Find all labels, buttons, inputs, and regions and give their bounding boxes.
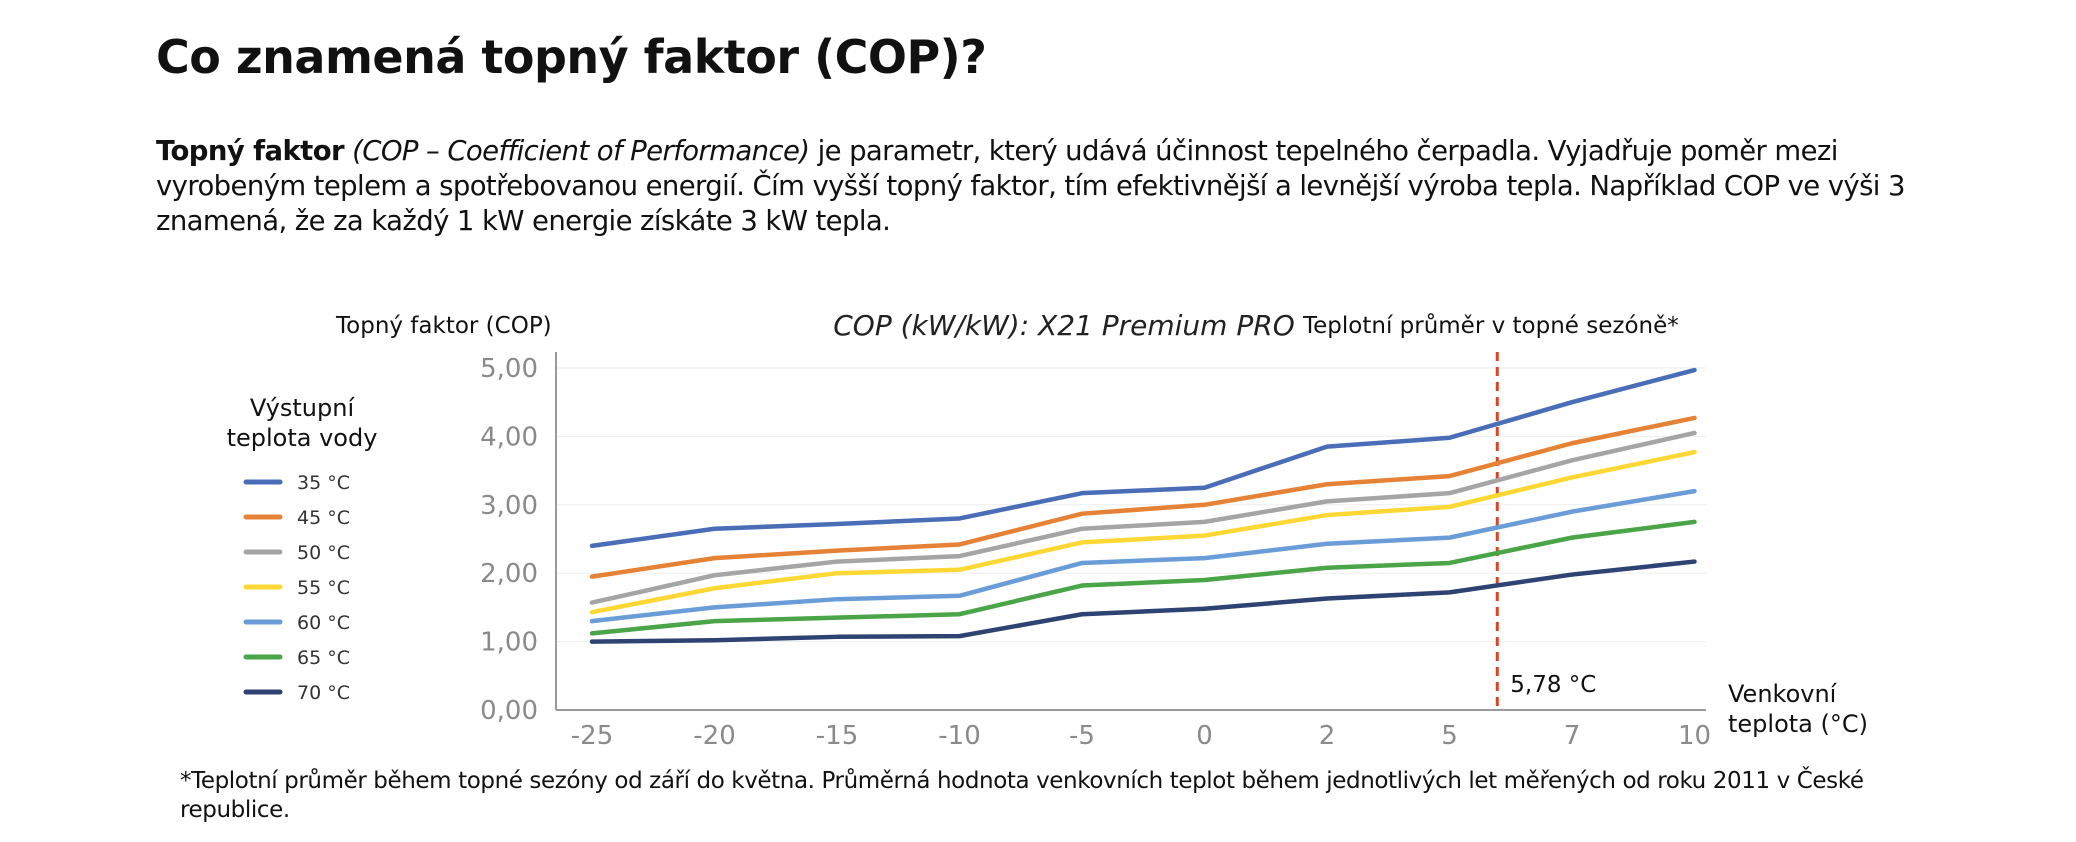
x-tick-label: 10 (1678, 721, 1711, 751)
legend-label: 70 °C (297, 682, 350, 704)
intro-italic-definition: (COP – Coefficient of Performance) (352, 135, 810, 167)
chart-title: COP (kW/kW): X21 Premium PRO (833, 309, 1294, 342)
x-tick-label: 5 (1441, 721, 1458, 751)
x-tick-label: -25 (571, 721, 613, 751)
y-tick-label: 2,00 (480, 559, 538, 589)
x-tick-label: -15 (816, 721, 858, 751)
page-title: Co znamená topný faktor (COP)? (156, 30, 987, 84)
series-line-35c (589, 367, 1697, 549)
x-tick-label: -5 (1069, 721, 1095, 751)
legend-title-line: teplota vody (227, 424, 378, 452)
y-axis-title: Topný faktor (COP) (335, 313, 552, 339)
series-line-65c (589, 519, 1697, 636)
legend-title-line: Výstupní (250, 394, 356, 422)
x-axis-title-line: teplota (°C) (1728, 710, 1868, 738)
legend-label: 55 °C (297, 577, 350, 599)
legend-label: 50 °C (297, 542, 350, 564)
x-tick-label: 7 (1564, 721, 1581, 751)
x-axis-title-line: Venkovní (1728, 680, 1838, 708)
series-line-45c (589, 415, 1697, 579)
y-tick-label: 4,00 (480, 422, 538, 452)
y-tick-label: 5,00 (480, 354, 538, 384)
reference-line-value-label: 5,78 °C (1510, 672, 1596, 698)
legend-label: 35 °C (297, 472, 350, 494)
y-tick-label: 1,00 (480, 628, 538, 658)
legend-label: 60 °C (297, 612, 350, 634)
series-line-55c (589, 449, 1697, 615)
series-line-50c (589, 430, 1697, 605)
y-tick-label: 0,00 (480, 696, 538, 726)
x-tick-label: 0 (1196, 721, 1213, 751)
legend-label: 45 °C (297, 507, 350, 529)
intro-paragraph: Topný faktor (COP – Coefficient of Perfo… (156, 134, 1956, 239)
x-tick-label: -20 (693, 721, 735, 751)
reference-line-top-label: Teplotní průměr v topné sezóně* (1302, 312, 1679, 339)
footnote: *Teplotní průměr během topné sezóny od z… (180, 768, 1864, 823)
legend-label: 65 °C (297, 647, 350, 669)
cop-line-chart: 0,00 1,00 2,00 3,00 4,00 5,00 -25 -20 -15 -10 -5 0 2… (227, 309, 1868, 751)
x-tick-label: 2 (1319, 721, 1336, 751)
series-line-70c (589, 559, 1697, 644)
intro-text: je parametr, který udává účinnost tepeln… (156, 135, 1905, 237)
y-tick-label: 3,00 (480, 491, 538, 521)
x-tick-label: -10 (938, 721, 980, 751)
intro-bold-term: Topný faktor (156, 135, 345, 167)
series-line-60c (589, 488, 1697, 624)
